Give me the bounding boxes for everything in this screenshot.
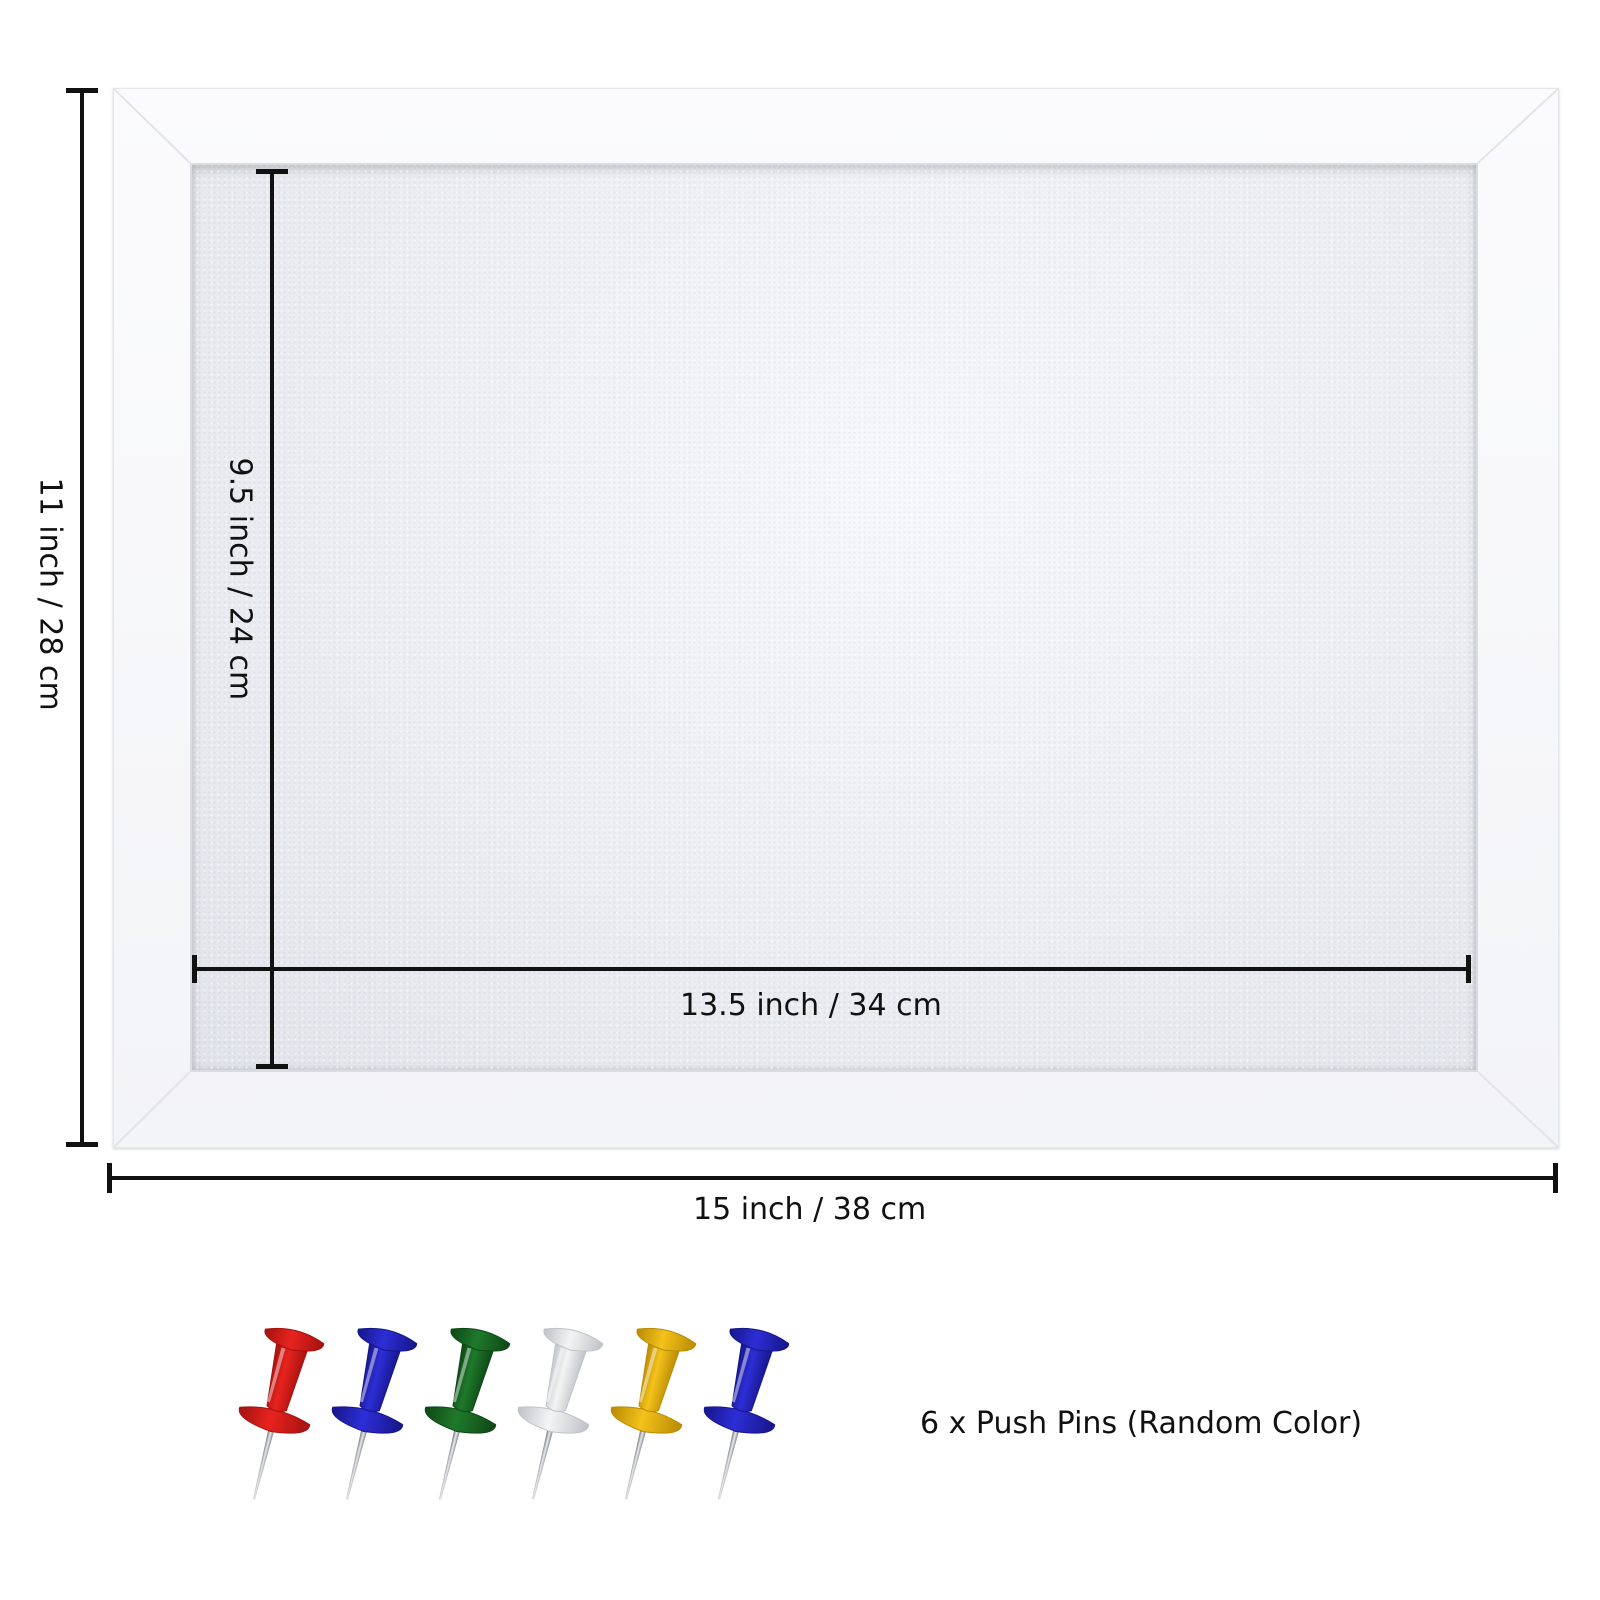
blue-pin-2-icon	[703, 1327, 790, 1500]
frame-miter-lines	[113, 88, 1559, 1148]
inner-width-cap-left	[192, 955, 197, 983]
inner-height-label: 9.5 inch / 24 cm	[222, 457, 258, 701]
outer-width-label: 15 inch / 38 cm	[693, 1192, 927, 1227]
inner-height-line	[270, 171, 274, 1069]
inner-height-cap-bottom	[256, 1064, 288, 1069]
outer-width-line	[110, 1176, 1556, 1180]
outer-width-cap-right	[1553, 1163, 1558, 1193]
inner-width-line	[194, 967, 1468, 971]
inner-height-cap-top	[256, 169, 288, 174]
blue-pin-icon	[331, 1327, 418, 1500]
outer-height-cap-bottom	[66, 1142, 98, 1147]
outer-height-cap-top	[66, 88, 98, 93]
inner-width-cap-right	[1466, 955, 1471, 983]
yellow-pin-icon	[610, 1327, 697, 1500]
red-pin-icon	[238, 1327, 325, 1500]
push-pins-caption: 6 x Push Pins (Random Color)	[920, 1406, 1363, 1441]
outer-width-cap-left	[107, 1163, 112, 1193]
green-pin-icon	[424, 1327, 511, 1500]
white-pin-icon	[517, 1327, 604, 1500]
inner-width-label: 13.5 inch / 34 cm	[680, 988, 942, 1023]
felt-texture	[192, 165, 1476, 1070]
outer-height-label: 11 inch / 28 cm	[32, 477, 68, 711]
outer-height-line	[80, 90, 84, 1146]
felt-board	[190, 163, 1478, 1072]
push-pins-row	[225, 1320, 815, 1520]
